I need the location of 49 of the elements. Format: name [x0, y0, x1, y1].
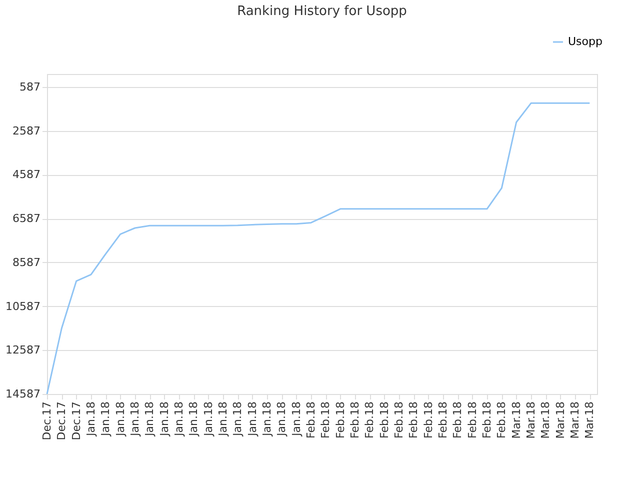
x-tick-label: Jan.18 [84, 402, 98, 437]
x-tick-label: Feb.18 [334, 402, 347, 438]
x-tick-label: Feb.18 [407, 402, 420, 438]
x-tick-label: Feb.18 [451, 402, 464, 438]
x-tick-label: Feb.18 [480, 402, 494, 438]
x-tick-label: Mar.18 [568, 402, 582, 439]
x-tick-label: Feb.18 [378, 402, 391, 438]
x-tick-label: Feb.18 [466, 402, 479, 438]
x-tick-label: Jan.18 [216, 402, 230, 437]
x-tick-label: Jan.18 [275, 402, 288, 437]
x-tick-label: Mar.18 [583, 402, 596, 439]
x-tick-label: Mar.18 [510, 402, 523, 439]
x-tick-label: Dec.17 [55, 402, 68, 440]
x-tick-label: Jan.18 [246, 402, 259, 437]
x-tick-label: Jan.18 [290, 402, 303, 437]
y-tick-label: 587 [20, 80, 40, 94]
x-tick-label: Jan.18 [99, 402, 112, 437]
x-tick-label: Feb.18 [392, 402, 406, 438]
x-tick-label: Feb.18 [422, 402, 435, 438]
y-tick-label: 12587 [6, 344, 40, 357]
x-tick-label: Mar.18 [539, 402, 552, 439]
x-tick-label: Jan.18 [143, 402, 156, 437]
x-tick-label: Jan.18 [114, 402, 127, 437]
x-tick-label: Jan.18 [128, 402, 142, 437]
x-tick-label: Feb.18 [304, 402, 318, 438]
chart-title: Ranking History for Usopp [237, 4, 407, 19]
x-tick-label: Jan.18 [187, 402, 200, 437]
x-tick-label: Jan.18 [260, 402, 274, 437]
y-tick-label: 4587 [12, 168, 40, 182]
x-tick-label: Jan.18 [158, 402, 171, 437]
x-tick-label: Feb.18 [495, 402, 508, 438]
x-tick-label: Feb.18 [319, 402, 332, 438]
x-tick-label: Mar.18 [524, 402, 538, 439]
x-tick-label: Feb.18 [348, 402, 362, 438]
y-tick-label: 14587 [6, 388, 40, 400]
x-tick-label: Jan.18 [172, 402, 186, 437]
x-tick-label: Feb.18 [436, 402, 450, 438]
y-tick-label: 8587 [12, 256, 40, 269]
x-tick-label: Jan.18 [231, 402, 244, 437]
x-tick-label: Jan.18 [202, 402, 215, 437]
line-series [46, 102, 590, 395]
y-tick-label: 10587 [6, 300, 40, 313]
x-tick-label: Mar.18 [554, 402, 567, 439]
legend-label: Usopp [568, 35, 602, 48]
x-tick-label: Dec.17 [40, 402, 54, 440]
y-tick-label: 2587 [12, 124, 40, 138]
y-tick-label: 6587 [12, 212, 40, 225]
x-tick-label: Feb.18 [363, 402, 376, 438]
x-tick-label: Dec.17 [70, 402, 83, 440]
